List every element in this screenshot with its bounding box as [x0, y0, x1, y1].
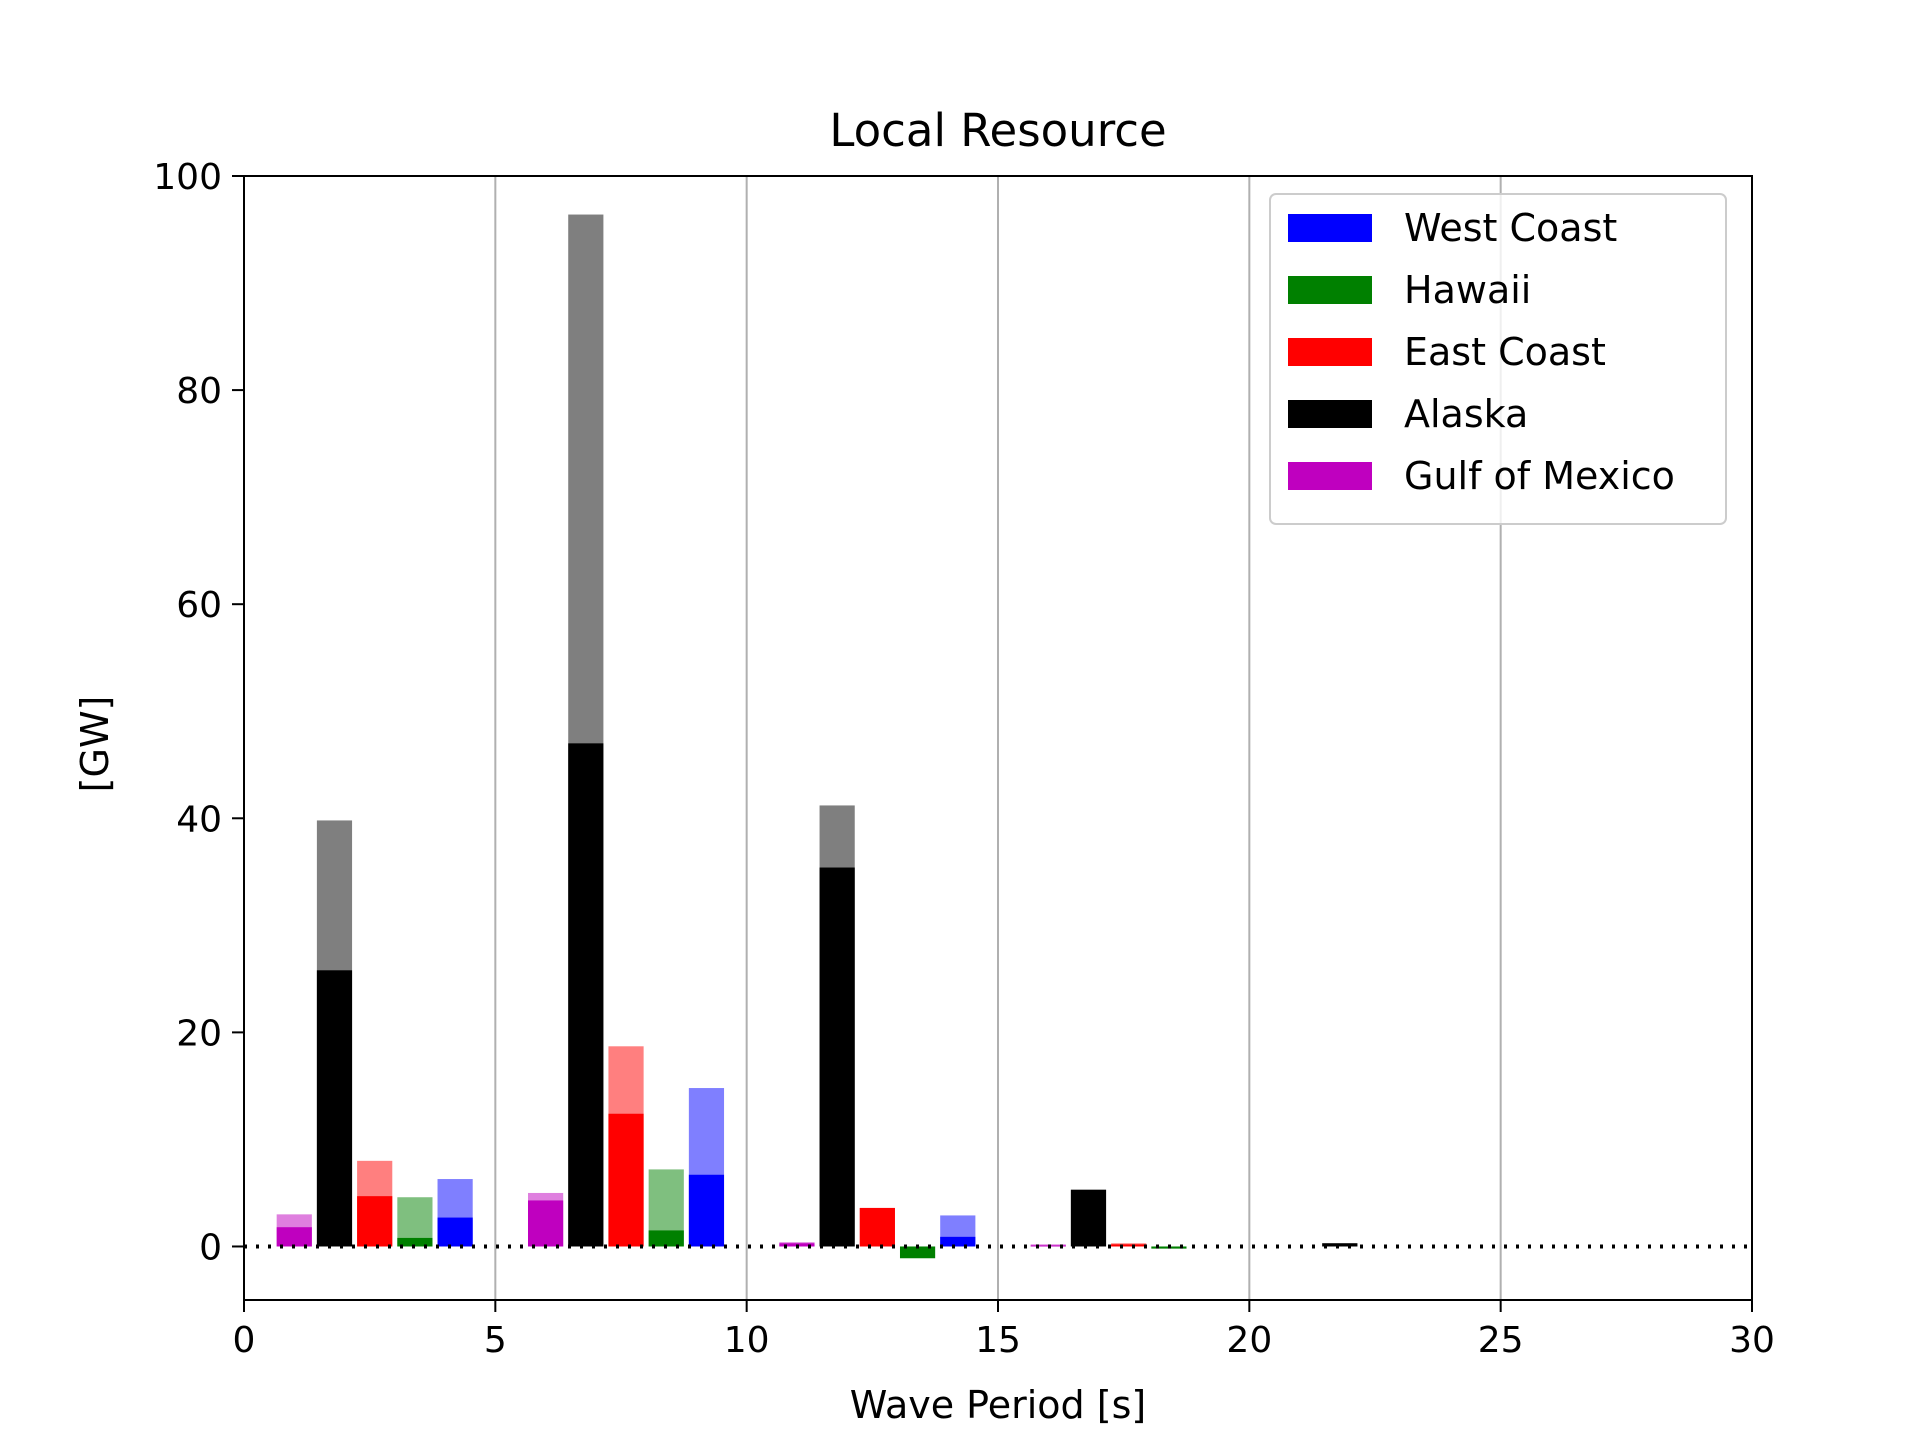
legend-box: [1269, 193, 1727, 525]
x-tick-label-2: 10: [724, 1320, 770, 1361]
bar-value-0-1: [688, 1174, 725, 1247]
legend-swatch-3: [1288, 400, 1372, 428]
y-tick-label-2: 40: [176, 799, 222, 840]
legend-swatch-0: [1288, 214, 1372, 242]
bar-value-1-1: [648, 1230, 684, 1247]
legend-label-1: Hawaii: [1404, 268, 1531, 312]
legend-label-4: Gulf of Mexico: [1404, 454, 1675, 498]
legend: West Coast Hawaii East Coast Alaska Gulf of …: [1269, 193, 1727, 525]
bar-value-0-0: [437, 1217, 473, 1247]
chart-title: Local Resource: [829, 104, 1166, 157]
value-bars: [276, 743, 1358, 1259]
legend-label-0: West Coast: [1404, 206, 1617, 250]
x-tick-label-3: 15: [975, 1320, 1021, 1361]
bar-value-3-2: [819, 867, 855, 1247]
bar-value-2-1: [608, 1113, 644, 1247]
x-tick-label-0: 0: [233, 1320, 256, 1361]
x-tick-label-5: 25: [1478, 1320, 1524, 1361]
legend-swatch-4: [1288, 462, 1372, 490]
bar-value-2-3: [1111, 1244, 1147, 1247]
x-tick-label-6: 30: [1729, 1320, 1775, 1361]
x-axis-label: Wave Period [s]: [850, 1383, 1146, 1427]
bar-value-4-0: [276, 1227, 312, 1247]
y-tick-label-0: 0: [199, 1227, 222, 1268]
y-tick-label-1: 20: [176, 1013, 222, 1054]
bar-value-4-1: [528, 1200, 564, 1247]
bar-value-2-0: [357, 1196, 393, 1247]
bar-value-1-0: [397, 1237, 433, 1247]
bar-value-1-2: [899, 1246, 936, 1259]
y-tick-label-3: 60: [176, 585, 222, 626]
x-axis-ticks: 0 5 10 15 20 25 30: [233, 1300, 1775, 1361]
bar-value-3-1: [568, 743, 604, 1247]
bar-value-2-2: [859, 1207, 895, 1247]
x-tick-label-1: 5: [484, 1320, 507, 1361]
bar-value-3-0: [316, 970, 353, 1247]
x-tick-label-4: 20: [1226, 1320, 1272, 1361]
bar-value-3-4: [1322, 1243, 1358, 1247]
legend-label-2: East Coast: [1404, 330, 1606, 374]
bar-value-0-2: [940, 1236, 976, 1247]
y-tick-label-4: 80: [176, 371, 222, 412]
legend-swatch-2: [1288, 338, 1372, 366]
legend-label-3: Alaska: [1404, 392, 1528, 436]
y-axis-label: [GW]: [73, 696, 117, 793]
y-tick-label-5: 100: [153, 157, 222, 198]
legend-swatch-1: [1288, 276, 1372, 304]
y-axis-ticks: 0 20 40 60 80 100: [153, 157, 244, 1268]
bar-value-3-3: [1070, 1189, 1107, 1247]
